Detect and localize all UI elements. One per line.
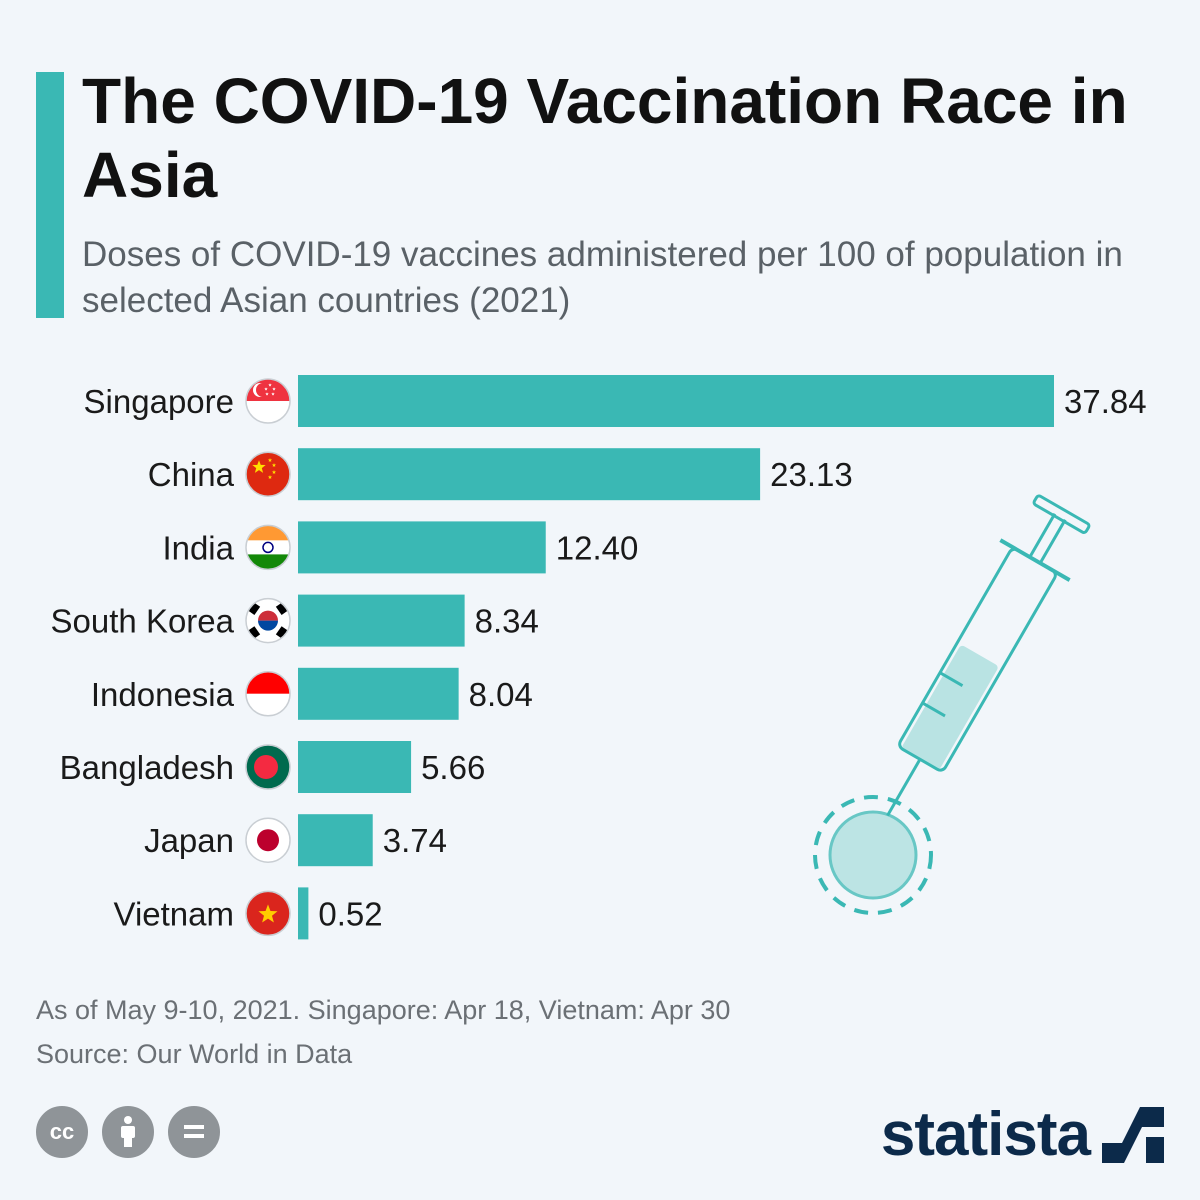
flag-icon: [245, 524, 291, 571]
value-label: 3.74: [383, 822, 447, 859]
bar: [298, 814, 373, 867]
license-icons: cc: [36, 1106, 220, 1158]
footnote-source: Source: Our World in Data: [36, 1039, 353, 1069]
bar: [298, 667, 459, 720]
category-label: China: [148, 456, 235, 493]
flag-icon: [245, 597, 291, 644]
chart-title: The COVID-19 Vaccination Race in Asia: [82, 65, 1128, 211]
flag-icon: [245, 890, 291, 937]
bar: [298, 594, 465, 647]
flag-icon: [245, 671, 291, 717]
bar: [298, 448, 761, 501]
value-label: 5.66: [421, 749, 485, 786]
flag-icon: [245, 451, 291, 497]
value-label: 23.13: [770, 456, 853, 493]
bar: [298, 887, 309, 940]
category-label: South Korea: [51, 603, 235, 640]
flag-icon: [245, 817, 291, 863]
category-label: Singapore: [84, 383, 234, 420]
no-derivatives-icon[interactable]: [168, 1106, 220, 1158]
chart-subtitle: Doses of COVID-19 vaccines administered …: [82, 235, 1123, 320]
value-label: 37.84: [1064, 383, 1147, 420]
bar-chart: 37.84 Singapore 23.13 China 12.40 India 8.34 So…: [51, 375, 1147, 940]
brand-name: statista: [880, 1100, 1091, 1169]
category-label: Japan: [144, 822, 234, 859]
flag-icon: [245, 378, 291, 424]
flag-icon: [245, 744, 291, 790]
category-label: Indonesia: [91, 676, 235, 713]
value-label: 12.40: [556, 529, 639, 566]
footnote-note: As of May 9-10, 2021. Singapore: Apr 18,…: [36, 995, 731, 1025]
virus-icon: [813, 795, 933, 915]
statista-logo-icon: [1102, 1107, 1164, 1163]
value-label: 8.34: [475, 603, 539, 640]
attribution-icon[interactable]: [102, 1106, 154, 1158]
title-accent-bar: [36, 72, 64, 318]
bar: [298, 741, 412, 793]
category-label: Vietnam: [114, 895, 234, 932]
statista-logo[interactable]: statista: [881, 1100, 1164, 1170]
cc-icon[interactable]: cc: [36, 1106, 88, 1158]
bar: [298, 375, 1054, 427]
bar: [298, 521, 546, 574]
category-label: Bangladesh: [60, 749, 234, 786]
footnote: As of May 9-10, 2021. Singapore: Apr 18,…: [36, 988, 1136, 1076]
category-label: India: [162, 529, 234, 566]
value-label: 8.04: [469, 676, 533, 713]
value-label: 0.52: [318, 895, 382, 932]
syringe-icon: [886, 494, 1091, 817]
